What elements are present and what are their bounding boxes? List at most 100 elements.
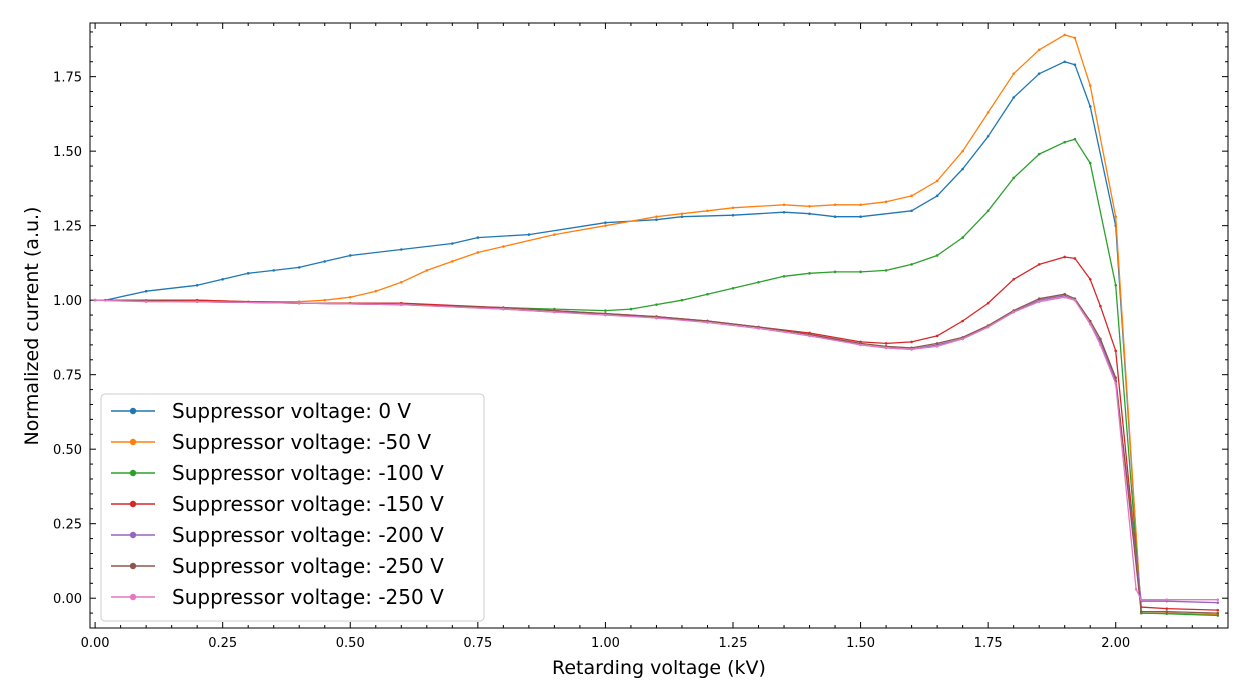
data-point [731, 286, 735, 290]
data-point [884, 342, 888, 345]
data-point [986, 209, 990, 213]
data-point [706, 321, 709, 324]
data-point [1037, 263, 1041, 266]
data-point [935, 345, 939, 348]
data-point [1099, 304, 1102, 308]
data-point [1088, 278, 1092, 281]
data-point [1088, 84, 1092, 87]
data-point [1139, 610, 1143, 613]
legend-label: Suppressor voltage: 0 V [172, 399, 411, 423]
data-point [910, 348, 913, 351]
x-tick-label: 1.75 [974, 636, 1003, 651]
legend-label: Suppressor voltage: -250 V [172, 554, 444, 578]
data-point [374, 289, 378, 293]
legend-swatch-marker [129, 562, 137, 570]
data-point [884, 269, 888, 272]
data-point [1099, 337, 1102, 341]
data-point [1037, 297, 1041, 300]
data-point [706, 292, 709, 296]
x-tick-label: 0.50 [336, 636, 365, 651]
data-point [1063, 140, 1066, 144]
legend-item: Suppressor voltage: -100 V [111, 461, 444, 485]
legend-label: Suppressor voltage: -250 V [172, 585, 444, 609]
data-point [1012, 310, 1015, 314]
data-point [859, 270, 862, 274]
data-point [399, 280, 403, 284]
y-tick-label: 0.50 [53, 443, 82, 458]
legend: Suppressor voltage: 0 V Suppressor voltag… [100, 393, 485, 622]
data-point [910, 209, 913, 213]
data-point [451, 242, 454, 245]
series-group [93, 33, 1220, 617]
legend-item: Suppressor voltage: -150 V [111, 492, 444, 516]
data-point [859, 203, 862, 207]
data-point [961, 149, 964, 153]
data-point [782, 210, 786, 214]
data-point [1012, 72, 1015, 75]
series-0 [104, 60, 1220, 616]
data-point [833, 215, 837, 219]
data-point [1063, 33, 1066, 37]
legend-box [100, 393, 485, 622]
data-point [757, 280, 760, 284]
data-point [910, 263, 913, 266]
data-point [731, 213, 735, 217]
data-point [1088, 161, 1092, 165]
data-point [1037, 152, 1041, 156]
data-point [1088, 322, 1092, 326]
data-point [93, 298, 97, 302]
data-point [655, 303, 658, 306]
data-point [502, 245, 505, 248]
data-point [1073, 63, 1077, 67]
legend-item: Suppressor voltage: -50 V [111, 430, 431, 454]
data-point [935, 179, 939, 183]
data-point [1165, 607, 1169, 610]
data-point [1012, 96, 1015, 99]
y-tick-label: 0.25 [53, 518, 82, 533]
legend-item: Suppressor voltage: 0 V [111, 399, 411, 423]
data-point [144, 289, 148, 293]
legend-item: Suppressor voltage: -200 V [111, 523, 444, 547]
data-point [986, 325, 990, 329]
data-point [935, 334, 939, 338]
data-point [1099, 343, 1102, 347]
data-point [986, 111, 990, 114]
data-point [655, 218, 658, 221]
y-tick-label: 0.75 [53, 369, 82, 384]
data-point [680, 298, 684, 302]
data-point [1063, 292, 1066, 296]
data-point [1216, 598, 1220, 601]
data-point [961, 167, 964, 171]
data-point [144, 300, 148, 303]
data-point [1114, 349, 1118, 353]
data-point [451, 260, 454, 263]
data-point [604, 221, 607, 224]
data-point [1114, 215, 1118, 219]
legend-label: Suppressor voltage: -50 V [172, 430, 431, 454]
data-point [1037, 48, 1041, 52]
data-point [1037, 72, 1041, 75]
data-point [1063, 255, 1066, 259]
data-point [1134, 587, 1138, 591]
data-point [1073, 298, 1077, 302]
major-ticks [90, 23, 1228, 628]
data-point [910, 194, 913, 198]
y-tick-label: 1.00 [53, 294, 82, 309]
legend-item: Suppressor voltage: -250 V [111, 585, 444, 609]
legend-label: Suppressor voltage: -100 V [172, 461, 444, 485]
data-point [1012, 278, 1015, 281]
x-tick-label: 0.75 [463, 636, 492, 651]
y-tick-label: 0.00 [53, 592, 82, 607]
y-tick-labels: 0.00 0.25 0.50 0.75 1.00 1.25 1.50 1.75 [53, 71, 82, 608]
legend-swatch-marker [129, 469, 137, 477]
data-point [221, 278, 224, 281]
data-point [323, 260, 327, 263]
data-point [655, 316, 658, 320]
data-point [399, 303, 403, 306]
data-point [935, 194, 939, 198]
data-point [808, 212, 811, 216]
y-axis-title: Normalized current (a.u.) [21, 207, 43, 446]
data-point [706, 209, 709, 213]
x-tick-label: 1.25 [719, 636, 748, 651]
data-point [476, 236, 480, 239]
